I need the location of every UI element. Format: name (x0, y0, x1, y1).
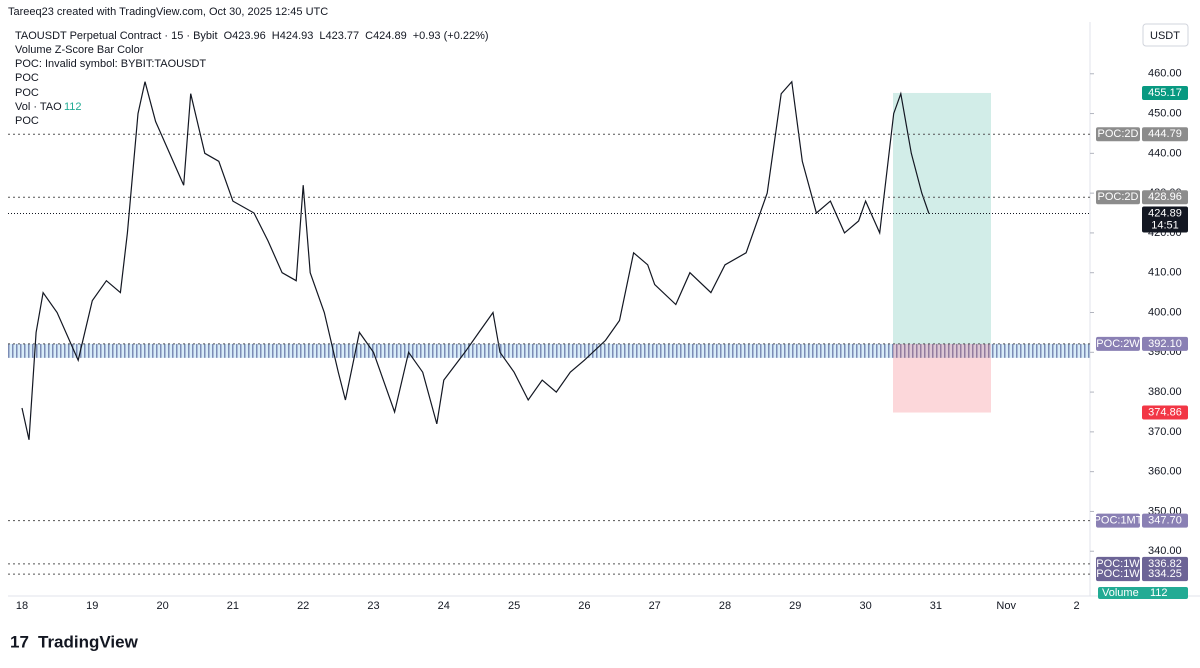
volume-tag-value: 112 (1150, 587, 1168, 599)
y-tick-label: 340.00 (1148, 545, 1182, 557)
level-tag: POC:2W 392.10 (1096, 336, 1188, 351)
price-marker: 455.17 (1142, 85, 1188, 100)
level-name: POC:1MT (1094, 515, 1143, 527)
y-tick-label: 460.00 (1148, 68, 1182, 80)
level-price: 334.25 (1148, 568, 1182, 580)
level-price: 428.96 (1148, 191, 1182, 203)
x-tick-label: 21 (227, 600, 239, 612)
x-tick-label: 24 (438, 600, 450, 612)
level-tag: POC:1W 334.25 (1096, 567, 1188, 582)
level-name: POC:2D (1098, 128, 1139, 140)
level-name-box (1096, 513, 1140, 528)
currency[interactable]: USDT (1150, 30, 1180, 42)
poc-band (8, 343, 1090, 358)
x-tick-label: 25 (508, 600, 520, 612)
level-price-box (1142, 513, 1188, 528)
low: L423.77 (319, 30, 359, 42)
x-tick-label: 2 (1073, 600, 1079, 612)
volume-tag-box (1098, 587, 1188, 599)
x-tick-label: Nov (996, 600, 1016, 612)
level-price: 392.10 (1148, 338, 1182, 350)
volume-tag-name: Volume (1102, 587, 1139, 599)
level-name-box (1096, 190, 1140, 205)
price-marker-label: 374.86 (1148, 406, 1182, 418)
price-marker-box (1142, 405, 1188, 420)
open: O423.96 (224, 30, 266, 42)
level-price: 347.70 (1148, 515, 1182, 527)
legend-line: POC (15, 72, 39, 84)
level-name: POC:2W (1096, 338, 1140, 350)
legend-line: POC: Invalid symbol: BYBIT:TAOUSDT (15, 58, 206, 70)
brand-logo: 17 (10, 632, 29, 651)
x-tick-label: 22 (297, 600, 309, 612)
price-marker-label: 455.17 (1148, 87, 1182, 99)
level-name-box (1096, 127, 1140, 142)
level-price: 336.82 (1148, 558, 1182, 570)
level-price-box (1142, 127, 1188, 142)
level-tag: POC:2D 428.96 (1096, 190, 1188, 205)
level-name: POC:2D (1098, 191, 1139, 203)
change: +0.93 (+0.22%) (413, 30, 489, 42)
price-line (21, 80, 930, 440)
volume-name: Vol · TAO (15, 101, 62, 113)
time-left: 14:51 (1151, 219, 1179, 231)
level-price-box (1142, 336, 1188, 351)
price-marker-box (1142, 85, 1188, 100)
y-tick-label: 360.00 (1148, 466, 1182, 478)
x-tick-label: 20 (156, 600, 168, 612)
volume-value: 112 (64, 101, 82, 113)
y-tick-label: 450.00 (1148, 107, 1182, 119)
x-tick-label: 27 (649, 600, 661, 612)
brand: 17 TradingView (10, 632, 139, 651)
y-tick-label: 370.00 (1148, 426, 1182, 438)
y-tick-label: 400.00 (1148, 306, 1182, 318)
level-name-box (1096, 567, 1140, 582)
price-marker-label: 424.89 (1148, 207, 1182, 219)
stop-zone (893, 343, 991, 413)
legend-line: POC (15, 115, 39, 127)
level-name-box (1096, 336, 1140, 351)
x-tick-label: 19 (86, 600, 98, 612)
brand-name: TradingView (38, 632, 139, 651)
price-marker-box (1142, 206, 1188, 233)
x-tick-label: 23 (367, 600, 379, 612)
close: C424.89 (365, 30, 407, 42)
legend-line: Volume Z-Score Bar Color (15, 44, 144, 56)
level-tag: POC:2D 444.79 (1096, 127, 1188, 142)
x-tick-label: 30 (859, 600, 871, 612)
level-price-box (1142, 190, 1188, 205)
level-tag: POC:1MT 347.70 (1094, 513, 1188, 528)
price-marker: 374.86 (1142, 405, 1188, 420)
volume-tag: Volume 112 (1098, 587, 1188, 599)
level-name: POC:1W (1096, 568, 1140, 580)
level-price-box (1142, 567, 1188, 582)
target-zone (893, 92, 991, 344)
y-tick-label: 410.00 (1148, 267, 1182, 279)
high: H424.93 (272, 30, 314, 42)
x-tick-label: 26 (578, 600, 590, 612)
currency-box[interactable] (1142, 23, 1189, 47)
x-tick-label: 18 (16, 600, 28, 612)
attribution: Tareeq23 created with TradingView.com, O… (8, 6, 328, 18)
level-name: POC:1W (1096, 558, 1140, 570)
x-tick-label: 29 (789, 600, 801, 612)
y-tick-label: 380.00 (1148, 386, 1182, 398)
y-tick-label: 440.00 (1148, 147, 1182, 159)
x-tick-label: 31 (930, 600, 942, 612)
legend-line: POC (15, 87, 39, 99)
symbol: TAOUSDT Perpetual Contract · 15 · Bybit (15, 30, 218, 42)
legend: TAOUSDT Perpetual Contract · 15 · Bybit … (15, 30, 489, 127)
x-tick-label: 28 (719, 600, 731, 612)
level-price: 444.79 (1148, 128, 1182, 140)
